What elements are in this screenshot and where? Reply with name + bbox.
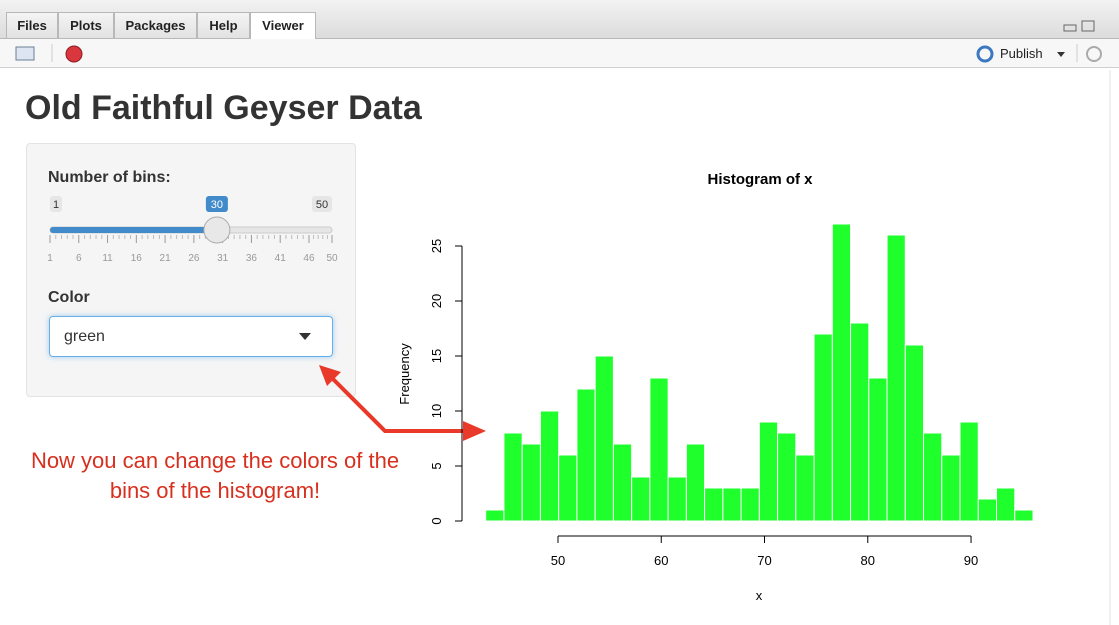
select-value: green	[64, 328, 105, 345]
histogram-bar	[904, 344, 925, 522]
x-axis-label: x	[756, 588, 763, 603]
histogram-bar	[539, 410, 560, 522]
slider-tick-label: 50	[326, 253, 338, 264]
color-select[interactable]: green	[49, 316, 333, 357]
slider-fill	[50, 227, 217, 233]
histogram-bar	[977, 498, 998, 522]
slider-tick-label: 26	[188, 253, 200, 264]
arrow-head	[463, 421, 486, 441]
x-tick-label: 70	[757, 553, 771, 568]
x-tick-label: 80	[861, 553, 875, 568]
histogram-bar	[685, 443, 706, 522]
histogram-bar	[941, 454, 961, 522]
histogram-bar	[485, 509, 505, 522]
histogram-bar	[959, 421, 979, 522]
histogram-bar	[740, 487, 760, 522]
popout-icon[interactable]	[15, 46, 35, 61]
slider-badge	[312, 196, 332, 212]
histogram-bar	[868, 377, 888, 522]
slider-badge	[50, 196, 62, 212]
arrow-head	[319, 365, 341, 386]
maximize-icon[interactable]	[1081, 20, 1095, 32]
histogram-bar	[850, 322, 870, 522]
y-tick-label: 0	[429, 517, 444, 524]
y-tick-label: 5	[429, 462, 444, 469]
x-tick-label: 90	[964, 553, 978, 568]
histogram-bar	[923, 432, 943, 522]
select-label: Color	[48, 289, 90, 306]
histogram-bar	[594, 355, 614, 522]
tab[interactable]: Files	[6, 12, 58, 38]
histogram-bar	[758, 421, 779, 522]
tab[interactable]: Help	[197, 12, 250, 38]
histogram-bar	[886, 234, 906, 522]
tab[interactable]: Viewer	[250, 12, 316, 39]
slider-label: Number of bins:	[48, 169, 171, 186]
y-tick-label: 10	[429, 404, 444, 418]
slider-tick-label: 1	[47, 253, 53, 264]
histogram-bar	[795, 454, 815, 522]
histogram-bar	[996, 487, 1016, 522]
y-tick-label: 25	[429, 239, 444, 253]
slider-badge	[205, 196, 228, 212]
histogram-bar	[631, 476, 651, 522]
histogram-bar	[704, 487, 724, 522]
y-tick-label: 15	[429, 349, 444, 363]
histogram-bar	[667, 476, 687, 522]
histogram-bar	[649, 377, 669, 522]
tab-bar: Files Plots Packages Help Viewer	[0, 0, 1119, 39]
tab[interactable]: Plots	[58, 12, 114, 38]
tab[interactable]: Packages	[114, 12, 197, 38]
slider-tick-label: 36	[246, 253, 258, 264]
histogram: Histogram of x x Frequency 0 5 10 15 20 25 50 6…	[397, 171, 1034, 603]
histogram-bar	[558, 454, 578, 522]
histogram-bar	[831, 223, 852, 522]
x-tick-label: 60	[654, 553, 668, 568]
histogram-bar	[813, 333, 833, 522]
publish-button[interactable]: Publish	[1000, 46, 1043, 61]
slider-tick-label: 41	[275, 253, 287, 264]
slider-tick-label: 16	[131, 253, 143, 264]
histogram-bar	[1014, 509, 1034, 522]
stop-icon[interactable]	[65, 45, 83, 63]
slider-tick-label: 31	[217, 253, 229, 264]
histogram-bar	[503, 432, 523, 522]
slider-badge-label: 50	[316, 199, 328, 211]
histogram-bar	[612, 443, 633, 522]
x-tick-label: 50	[551, 553, 565, 568]
slider-tick-label: 21	[160, 253, 172, 264]
refresh-icon[interactable]	[1086, 46, 1102, 62]
slider-tick-label: 6	[76, 253, 82, 264]
y-tick-label: 20	[429, 294, 444, 308]
histogram-bar	[521, 443, 541, 522]
annotation-arrow	[328, 374, 468, 433]
slider-badge-label: 30	[211, 199, 223, 211]
publish-icon	[976, 45, 994, 63]
slider-badge-label: 1	[53, 199, 59, 211]
slider-tick-label: 11	[102, 253, 113, 264]
histogram-bar	[576, 388, 596, 522]
slider-handle	[203, 216, 231, 244]
chart-title: Histogram of x	[707, 171, 813, 188]
y-axis-label: Frequency	[397, 343, 412, 405]
dropdown-caret	[1057, 52, 1065, 57]
histogram-bar	[722, 487, 742, 522]
toolbar: Publish	[0, 39, 1119, 68]
minimize-icon[interactable]	[1063, 24, 1077, 32]
select-caret	[299, 333, 311, 340]
annotation: Now you can change the colors of the bin…	[30, 448, 400, 503]
histogram-bar	[777, 432, 797, 522]
app-title: Old Faithful Geyser Data	[25, 89, 422, 127]
slider-tick-label: 46	[303, 253, 315, 264]
